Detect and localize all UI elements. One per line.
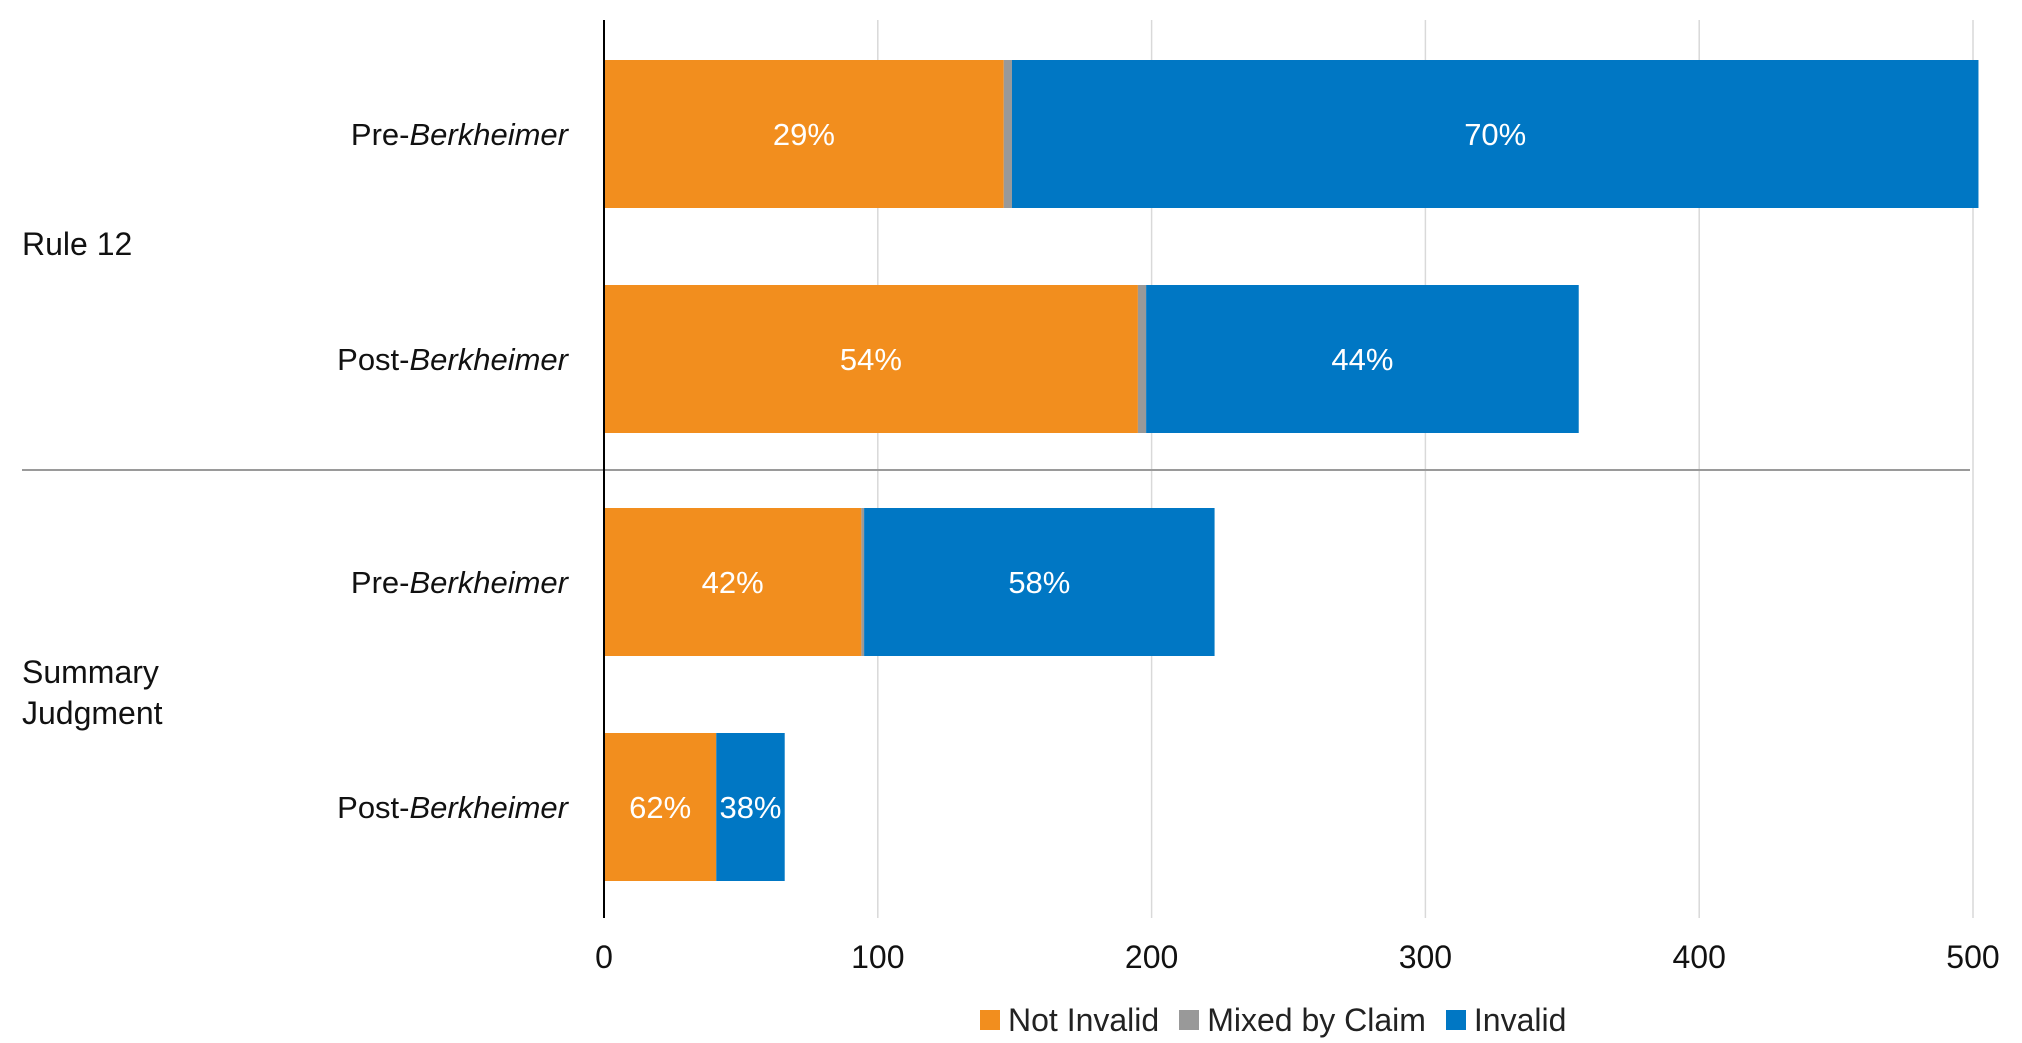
legend-label-invalid: Invalid (1474, 1002, 1567, 1039)
x-tick-label-0: 0 (595, 939, 613, 975)
bar-mixed-by-claim-row-2 (1138, 285, 1146, 433)
legend-swatch-not-invalid (980, 1010, 1000, 1030)
legend-swatch-invalid (1446, 1010, 1466, 1030)
category-label-row-2: Post-Berkheimer (337, 342, 570, 377)
x-tick-label-500: 500 (1946, 939, 1999, 975)
category-label-row-4: Post-Berkheimer (337, 790, 570, 825)
legend: Not Invalid Mixed by Claim Invalid (980, 998, 1586, 1042)
data-label-invalid-row-3: 58% (1008, 565, 1070, 600)
x-tick-label-100: 100 (851, 939, 904, 975)
x-tick-label-300: 300 (1399, 939, 1452, 975)
bar-mixed-by-claim-row-1 (1004, 60, 1012, 208)
legend-item-not-invalid: Not Invalid (980, 1002, 1159, 1039)
legend-item-mixed-by-claim: Mixed by Claim (1179, 1002, 1426, 1039)
category-label-row-1: Pre-Berkheimer (351, 117, 570, 152)
category-label-row-3: Pre-Berkheimer (351, 565, 570, 600)
legend-item-invalid: Invalid (1446, 1002, 1567, 1039)
bar-mixed-by-claim-row-3 (861, 508, 864, 656)
legend-swatch-mixed-by-claim (1179, 1010, 1199, 1030)
data-label-not-invalid-row-1: 29% (773, 117, 835, 152)
data-label-invalid-row-4: 38% (719, 790, 781, 825)
group-label-rule-12: Rule 12 (22, 224, 132, 265)
data-label-not-invalid-row-4: 62% (629, 790, 691, 825)
legend-label-not-invalid: Not Invalid (1008, 1002, 1159, 1039)
legend-label-mixed-by-claim: Mixed by Claim (1207, 1002, 1426, 1039)
data-label-invalid-row-2: 44% (1331, 342, 1393, 377)
x-tick-label-400: 400 (1673, 939, 1726, 975)
group-label-summary-judgment: Summary Judgment (22, 652, 202, 734)
data-label-not-invalid-row-3: 42% (702, 565, 764, 600)
data-label-invalid-row-1: 70% (1464, 117, 1526, 152)
x-tick-label-200: 200 (1125, 939, 1178, 975)
data-label-not-invalid-row-2: 54% (840, 342, 902, 377)
